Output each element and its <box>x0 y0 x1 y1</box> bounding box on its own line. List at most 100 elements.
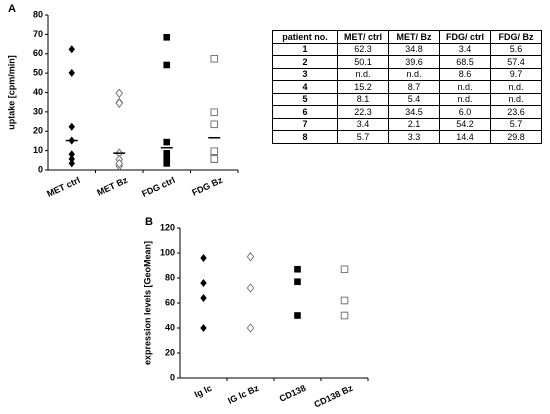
x-tick-label: CD138 Bz <box>312 383 354 410</box>
table-cell: n.d. <box>490 92 542 106</box>
data-point <box>340 296 349 305</box>
data-point <box>163 33 171 41</box>
y-tick-label: 100 <box>160 247 175 257</box>
data-point <box>340 311 349 320</box>
data-point <box>294 312 301 319</box>
table-cell: 34.8 <box>388 42 440 56</box>
y-tick-label: 60 <box>165 297 175 307</box>
table-cell: 2.1 <box>388 117 440 131</box>
table-cell: 2 <box>272 55 338 69</box>
data-point <box>115 98 124 108</box>
table-cell: 3 <box>272 67 338 81</box>
y-tick-label: 80 <box>165 272 175 282</box>
table-cell: n.d. <box>337 67 389 81</box>
header-cell: FDG/ Bz <box>490 30 542 44</box>
header-cell: MET/ ctrl <box>337 30 389 44</box>
y-tick-label: 20 <box>33 126 43 136</box>
data-point <box>68 68 75 77</box>
y-axis-label: uptake [cpm/min] <box>6 55 16 130</box>
data-point <box>210 54 219 63</box>
y-tick-label: 60 <box>33 48 43 58</box>
panel-label: A <box>8 3 16 15</box>
y-tick-label: 70 <box>33 29 43 39</box>
data-point <box>200 294 207 302</box>
x-tick-label: IG lc Bz <box>226 383 261 406</box>
table-cell: 54.2 <box>439 117 491 131</box>
y-tick-label: 120 <box>160 222 175 232</box>
y-tick-label: 80 <box>33 9 43 19</box>
table-cell: n.d. <box>439 80 491 94</box>
data-point <box>246 251 255 262</box>
table-cell: 8 <box>272 130 338 144</box>
y-tick-label: 10 <box>33 145 43 155</box>
data-point <box>210 155 219 163</box>
y-axis-label: expression levels [GeoMean] <box>142 241 152 365</box>
table-cell: 57.4 <box>490 55 542 69</box>
table-cell: 39.6 <box>388 55 440 69</box>
table-row: 2 50.1 39.6 68.5 57.4 <box>272 55 542 69</box>
table-cell: n.d. <box>439 92 491 106</box>
table-cell: 7 <box>272 117 338 131</box>
header-cell: patient no. <box>272 30 338 44</box>
x-tick-label: Ig lc <box>193 383 214 400</box>
table-row: 4 15.2 8.7 n.d. n.d. <box>272 80 542 94</box>
data-point <box>294 278 301 286</box>
table-row: 7 3.4 2.1 54.2 5.7 <box>272 117 542 131</box>
table-row: 1 62.3 34.8 3.4 5.6 <box>272 42 542 56</box>
table-cell: 14.4 <box>439 130 491 144</box>
data-point <box>294 265 301 273</box>
data-point <box>163 155 171 162</box>
table-cell: n.d. <box>490 80 542 94</box>
table-cell: 3.4 <box>439 42 491 56</box>
table-cell: 8.1 <box>337 92 389 106</box>
y-tick-label: 40 <box>165 322 175 332</box>
y-tick-label: 30 <box>33 106 43 116</box>
data-point <box>115 88 124 99</box>
data-point <box>163 61 171 69</box>
table-cell: 5.4 <box>388 92 440 106</box>
data-point <box>200 324 207 332</box>
panel-label: B <box>145 216 153 228</box>
table-cell: 23.6 <box>490 105 542 119</box>
table-cell: 15.2 <box>337 80 389 94</box>
table-cell: 3.3 <box>388 130 440 144</box>
x-tick-label: CD138 <box>278 383 308 404</box>
data-point <box>68 154 75 163</box>
table-row: 3 n.d. n.d. 8.6 9.7 <box>272 67 542 81</box>
table-cell: 9.7 <box>490 67 542 81</box>
x-tick-label: MET ctrl <box>45 175 81 199</box>
x-tick-label: MET Bz <box>95 175 129 198</box>
table-cell: 5.7 <box>337 130 389 144</box>
table-cell: n.d. <box>388 67 440 81</box>
data-point <box>210 108 219 117</box>
data-point <box>210 147 219 156</box>
data-point <box>68 159 75 168</box>
table-cell: 5 <box>272 92 338 106</box>
data-point <box>68 45 75 54</box>
header-cell: FDG/ ctrl <box>439 30 491 44</box>
y-tick-label: 0 <box>170 372 175 382</box>
data-point <box>340 265 349 274</box>
table-cell: 6 <box>272 105 338 119</box>
table-cell: 62.3 <box>337 42 389 56</box>
table-cell: 5.7 <box>490 117 542 131</box>
table-cell: 22.3 <box>337 105 389 119</box>
data-point <box>68 150 75 159</box>
data-point <box>163 138 171 146</box>
table-cell: 4 <box>272 80 338 94</box>
data-point <box>200 279 207 287</box>
table-row: patient no. MET/ ctrl MET/ Bz FDG/ ctrl FDG/… <box>272 30 542 44</box>
data-point <box>163 160 171 167</box>
table-cell: 1 <box>272 42 338 56</box>
table-row: 5 8.1 5.4 n.d. n.d. <box>272 92 542 106</box>
data-point <box>246 323 255 333</box>
y-tick-label: 20 <box>165 347 175 357</box>
x-tick-label: FDG ctrl <box>140 175 176 199</box>
data-point <box>200 254 207 262</box>
table-row: 8 5.7 3.3 14.4 29.8 <box>272 130 542 144</box>
y-tick-label: 40 <box>33 87 43 97</box>
data-point <box>246 283 255 293</box>
table-cell: 5.6 <box>490 42 542 56</box>
y-tick-label: 50 <box>33 68 43 78</box>
